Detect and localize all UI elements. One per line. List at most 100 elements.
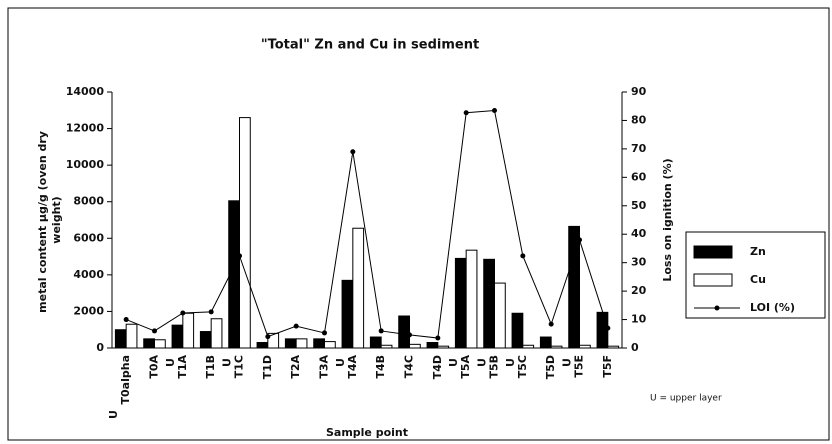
- legend-label: Cu: [750, 273, 766, 286]
- y2-tick-label: 10: [631, 313, 647, 326]
- x-tick-label: T4C: [403, 355, 416, 378]
- layer-label: U: [221, 358, 234, 367]
- annotation: U = upper layer: [650, 394, 722, 404]
- legend-label: LOI (%): [750, 301, 795, 314]
- bar: [579, 344, 591, 349]
- bar: [267, 332, 280, 349]
- x-tick-label: T0alpha: [119, 355, 132, 404]
- y-tick-label: 8000: [73, 195, 104, 208]
- line-marker: [463, 110, 469, 116]
- y-tick-label: 12000: [66, 122, 105, 135]
- line-marker: [548, 321, 554, 327]
- line-marker: [152, 328, 157, 334]
- x-tick-label: T1C: [233, 355, 246, 378]
- layer-label: U: [561, 358, 574, 367]
- line-marker: [265, 334, 271, 340]
- y-tick-label: 14000: [66, 85, 105, 98]
- bar: [483, 258, 496, 349]
- bar: [596, 311, 609, 349]
- y2-axis-label: Loss on ignition (%): [661, 158, 674, 281]
- bar: [324, 341, 336, 349]
- x-tick-label: T1A: [176, 355, 189, 379]
- x-tick-label: T5C: [516, 355, 529, 378]
- bar: [239, 117, 251, 349]
- line: [125, 109, 609, 339]
- bar: [154, 339, 166, 349]
- line-marker: [293, 323, 299, 329]
- y2-tick-label: 20: [631, 284, 647, 297]
- line-marker: [605, 325, 611, 331]
- bar: [352, 227, 365, 349]
- y2-tick-label: 50: [631, 199, 647, 212]
- x-tick-label: T5A: [459, 355, 472, 379]
- line-marker: [237, 253, 242, 259]
- legend-marker: [714, 305, 720, 311]
- x-tick-label: T5D: [544, 355, 557, 379]
- bar: [522, 344, 535, 349]
- x-tick-label: T4A: [346, 355, 359, 379]
- bar: [409, 343, 421, 349]
- layer-label: U: [164, 358, 177, 367]
- bar: [380, 344, 393, 349]
- bar: [454, 257, 467, 349]
- y2-tick-label: 70: [631, 142, 647, 155]
- layer-label: U: [107, 410, 120, 419]
- x-tick-label: T5E: [573, 355, 586, 378]
- line-marker: [435, 335, 441, 341]
- y-tick-label: 2000: [73, 304, 104, 317]
- y2-tick-label: 80: [631, 113, 647, 126]
- x-tick-label: T0A: [148, 355, 161, 379]
- line-marker: [180, 310, 186, 316]
- bar: [398, 315, 411, 349]
- bar: [284, 338, 297, 349]
- y-axis-label-line: weight): [50, 196, 63, 243]
- line-marker: [407, 332, 412, 338]
- y-tick-label: 6000: [73, 231, 104, 244]
- line-marker: [208, 309, 214, 315]
- line-marker: [577, 237, 582, 243]
- bar: [494, 282, 506, 349]
- bar: [341, 279, 354, 349]
- y-axis-label-line: metal content µg/g (oven dry: [36, 131, 49, 313]
- legend-swatch: [693, 245, 733, 259]
- legend-swatch: [693, 273, 733, 287]
- bar: [114, 329, 127, 349]
- x-tick-label: T5F: [601, 355, 614, 378]
- y-tick-label: 10000: [66, 158, 105, 171]
- bar: [369, 336, 382, 349]
- x-tick-label: T4D: [431, 355, 444, 379]
- x-tick-label: T1B: [204, 355, 217, 379]
- line-marker: [378, 328, 384, 334]
- y2-tick-label: 40: [631, 227, 647, 240]
- legend-label: Zn: [750, 245, 766, 258]
- bar: [199, 331, 212, 349]
- y2-tick-label: 60: [631, 170, 647, 183]
- bar: [607, 345, 620, 349]
- bar: [568, 225, 581, 349]
- y2-tick-label: 90: [631, 85, 647, 98]
- x-axis-label: Sample point: [326, 426, 408, 439]
- layer-label: U: [447, 358, 460, 367]
- bar: [295, 338, 308, 349]
- bar: [143, 338, 156, 349]
- bar: [171, 324, 184, 349]
- layer-label: U: [476, 358, 489, 367]
- chart-title: "Total" Zn and Cu in sediment: [261, 38, 479, 53]
- chart-border: [7, 7, 830, 441]
- line-marker: [520, 253, 526, 259]
- y-tick-label: 4000: [73, 268, 104, 281]
- x-tick-label: T5B: [488, 355, 501, 379]
- bar: [313, 338, 326, 349]
- bar: [426, 342, 439, 349]
- bar: [125, 323, 138, 349]
- bar: [256, 342, 269, 349]
- x-tick-label: T2A: [289, 355, 302, 379]
- x-tick-label: T1D: [261, 355, 274, 379]
- bar: [539, 336, 552, 349]
- bar: [182, 312, 195, 349]
- y2-tick-label: 0: [631, 341, 639, 354]
- line-marker: [123, 317, 129, 323]
- bar: [210, 318, 223, 349]
- line-marker: [350, 149, 356, 155]
